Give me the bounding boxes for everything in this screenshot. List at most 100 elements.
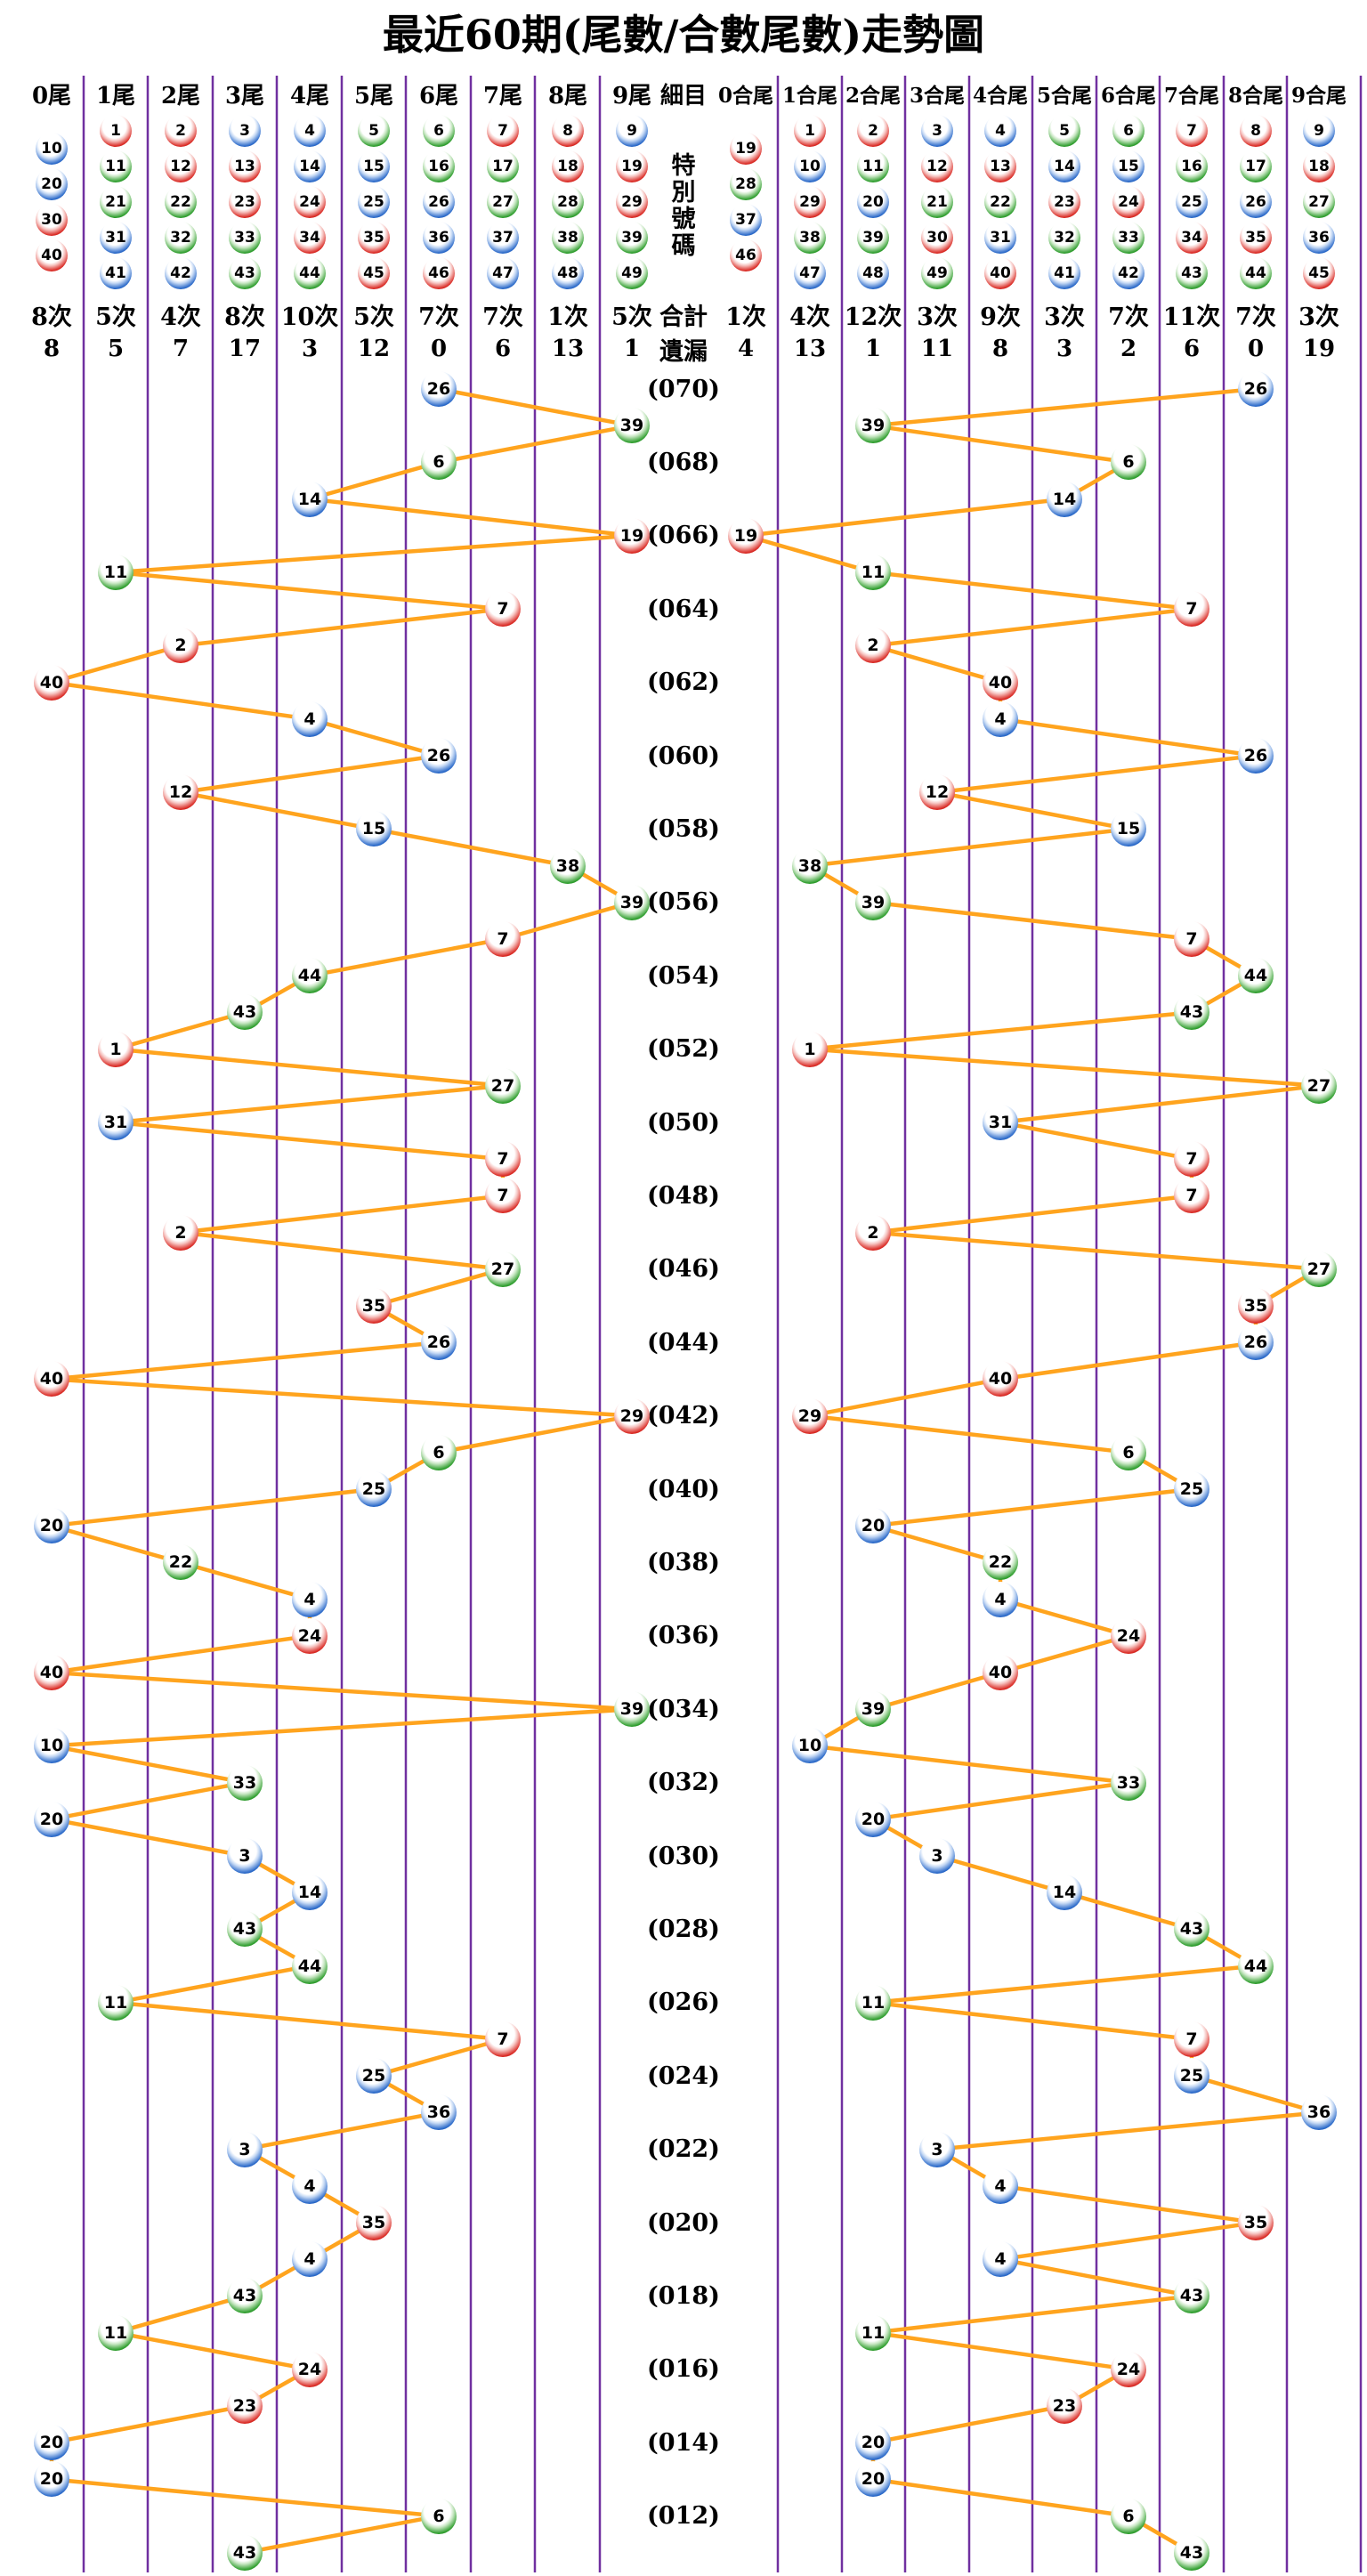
draw-ball-tail-row29: 29 [614,1397,650,1434]
legend-ball-sum-18: 18 [1303,150,1335,182]
legend-ball-29: 29 [616,186,648,218]
draw-ball-sum-row53: 43 [1174,2278,1209,2314]
legend-ball-38: 38 [552,222,584,254]
draw-ball-sum-row51: 35 [1238,2205,1274,2240]
draw-ball-sum-row36: 40 [983,1655,1018,1690]
draw-ball-tail-row28: 40 [34,1361,69,1397]
draw-ball-tail-row1: 26 [421,371,457,407]
legend-ball-25: 25 [358,186,390,218]
legend-ball-sum-10: 10 [794,150,826,182]
period-label: (036) [647,1622,720,1650]
legend-ball-35: 35 [358,222,390,254]
draw-ball-sum-row18: 43 [1174,994,1209,1031]
draw-ball-sum-row20: 27 [1301,1067,1337,1104]
legend-ball-sum-13: 13 [984,150,1016,182]
draw-ball-sum-row56: 23 [1047,2388,1082,2424]
draw-ball-sum-row54: 11 [855,2314,891,2351]
legend-ball-43: 43 [229,257,261,289]
legend-ball-8: 8 [552,115,584,147]
trend-line-sum-tail [743,386,1322,2556]
draw-ball-tail-row56: 23 [227,2388,263,2424]
draw-ball-sum-row24: 2 [855,1214,891,1251]
legend-ball-sum-37: 37 [730,204,762,236]
draw-ball-tail-row44: 44 [292,1948,328,1984]
legend-ball-7: 7 [487,115,519,147]
draw-ball-sum-row34: 4 [983,1581,1018,1617]
draw-ball-tail-row20: 27 [485,1067,521,1104]
legend-ball-33: 33 [229,222,261,254]
draw-ball-tail-row11: 26 [421,738,457,774]
period-label: (034) [647,1695,720,1723]
draw-ball-tail-row2: 39 [614,408,650,444]
column-header-tail: 1尾 [95,82,136,109]
draw-ball-sum-row15: 39 [855,884,891,920]
draw-ball-sum-row12: 12 [919,774,955,811]
sum-tail-count: 7次 [1235,303,1276,331]
sum-tail-count: 1次 [725,303,766,331]
tail-miss: 3 [301,336,319,362]
legend-ball-10: 10 [36,133,68,165]
draw-ball-tail-row35: 24 [292,1617,328,1654]
legend-ball-34: 34 [294,222,326,254]
draw-ball-tail-row31: 25 [356,1471,392,1507]
draw-ball-sum-row22: 7 [1174,1141,1209,1178]
column-header-sum-tail: 1合尾 [781,84,837,108]
draw-ball-tail-row46: 7 [485,2021,521,2057]
draw-ball-sum-row59: 6 [1111,2498,1146,2534]
column-header-sum-tail: 2合尾 [845,84,901,108]
tail-count: 5次 [353,303,394,331]
column-header-sum-tail: 5合尾 [1036,84,1092,108]
legend-ball-sum-12: 12 [921,150,953,182]
tail-count: 5次 [95,303,136,331]
column-header-sum-tail: 6合尾 [1100,84,1156,108]
draw-ball-sum-row43: 43 [1174,1911,1209,1948]
column-header-tail: 0尾 [31,82,72,109]
tail-count: 8次 [31,303,72,331]
legend-ball-sum-21: 21 [921,186,953,218]
period-label: (066) [647,522,720,550]
draw-ball-tail-row32: 20 [34,1508,69,1544]
legend-ball-sum-28: 28 [730,168,762,200]
draw-ball-sum-row42: 14 [1047,1875,1082,1911]
miss-row-label: 遺漏 [659,337,708,366]
period-label: (048) [647,1181,720,1210]
special-number-label-char: 碼 [671,231,696,260]
legend-ball-11: 11 [100,150,132,182]
legend-ball-sum-35: 35 [1240,222,1272,254]
draw-ball-tail-row22: 7 [485,1141,521,1178]
period-label: (042) [647,1402,720,1430]
period-label: (026) [647,1989,720,2017]
column-header-tail: 7尾 [482,82,523,109]
tail-miss: 0 [430,336,448,362]
legend-ball-26: 26 [423,186,455,218]
draw-ball-sum-row5: 19 [728,517,764,554]
legend-ball-39: 39 [616,222,648,254]
column-header-tail: 2尾 [160,82,201,109]
draw-ball-tail-row33: 22 [163,1544,198,1581]
draw-ball-sum-row1: 26 [1238,371,1274,407]
draw-ball-tail-row59: 6 [421,2498,457,2534]
legend-ball-47: 47 [487,257,519,289]
draw-ball-sum-row27: 26 [1238,1324,1274,1361]
draw-ball-tail-row13: 15 [356,811,392,847]
draw-ball-tail-row41: 3 [227,1838,263,1874]
draw-ball-tail-row15: 39 [614,884,650,920]
draw-ball-tail-row45: 11 [98,1984,133,2021]
legend-ball-sum-9: 9 [1303,115,1335,147]
draw-ball-sum-row17: 44 [1238,958,1274,994]
legend-ball-sum-11: 11 [857,150,889,182]
legend-ball-sum-19: 19 [730,133,762,165]
legend-ball-21: 21 [100,186,132,218]
tail-miss: 6 [494,336,512,362]
draw-ball-sum-row60: 43 [1174,2534,1209,2571]
tail-count: 7次 [418,303,459,331]
draw-ball-sum-row41: 3 [919,1838,955,1874]
column-header-tail: 4尾 [289,82,330,109]
period-label: (038) [647,1548,720,1576]
sum-tail-count: 3次 [917,303,958,331]
draw-ball-sum-row4: 14 [1047,481,1082,517]
draw-ball-tail-row54: 11 [98,2314,133,2351]
legend-ball-45: 45 [358,257,390,289]
draw-ball-sum-row47: 25 [1174,2058,1209,2094]
legend-ball-40: 40 [36,239,68,271]
